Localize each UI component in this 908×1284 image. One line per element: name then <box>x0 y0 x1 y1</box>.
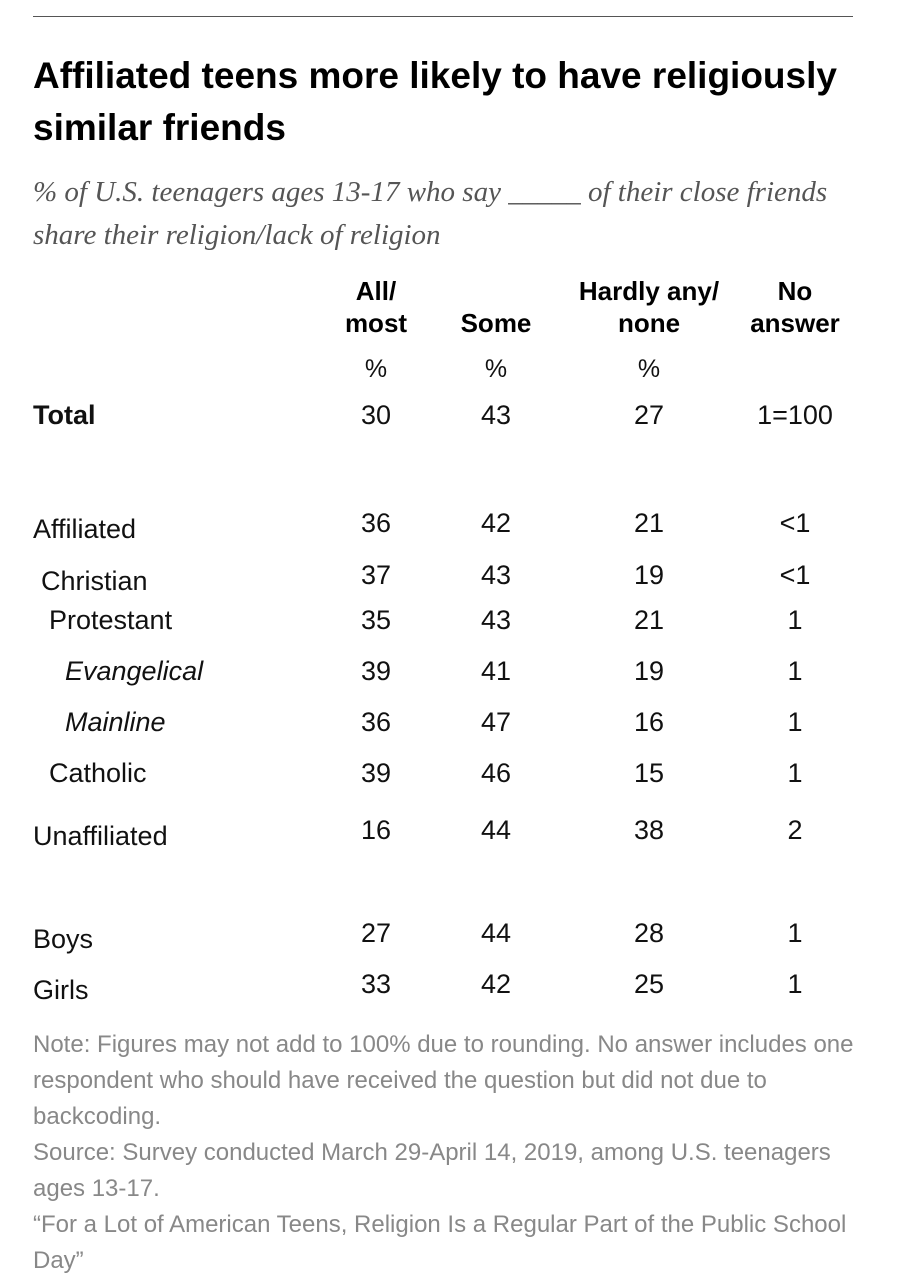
report-title: “For a Lot of American Teens, Religion I… <box>33 1211 847 1274</box>
column-header-some: Some <box>436 275 556 339</box>
table-cell: 35 <box>360 605 392 635</box>
table-cell: 39 <box>360 656 392 686</box>
table-cell: 25 <box>633 969 665 999</box>
note-text: Note: Figures may not add to 100% due to… <box>33 1031 854 1130</box>
row-label: Boys <box>33 924 94 954</box>
table-cell: 15 <box>633 758 665 788</box>
row-label: Girls <box>33 975 89 1005</box>
table-cell: 47 <box>480 707 512 737</box>
column-header-line1: Hardly any/ <box>578 276 720 306</box>
column-header-line1: All/ <box>355 276 397 306</box>
table-cell: <1 <box>779 560 811 590</box>
table-cell: 1=100 <box>757 400 833 430</box>
table-cell: 16 <box>633 707 665 737</box>
table-cell: 44 <box>480 918 512 948</box>
row-label: Unaffiliated <box>33 821 168 851</box>
table-cell: 43 <box>480 400 512 430</box>
table-cell: 21 <box>633 508 665 538</box>
table-cell: 1 <box>787 758 803 788</box>
chart-subtitle: % of U.S. teenagers ages 13-17 who say _… <box>33 176 828 251</box>
table-cell: 41 <box>480 656 512 686</box>
table-cell: 27 <box>633 400 665 430</box>
table-cell: 36 <box>360 707 392 737</box>
table-cell: 16 <box>360 815 392 845</box>
column-header-line1 <box>436 275 556 307</box>
row-label: Affiliated <box>33 514 137 544</box>
notes: Note: Figures may not add to 100% due to… <box>33 1027 873 1279</box>
source-text: Source: Survey conducted March 29-April … <box>33 1139 831 1202</box>
table-cell: 1 <box>787 656 803 686</box>
table-cell: 38 <box>633 815 665 845</box>
table-cell: 39 <box>360 758 392 788</box>
table-cell: 2 <box>787 815 803 845</box>
table-cell: 28 <box>633 918 665 948</box>
table-cell: 37 <box>360 560 392 590</box>
table-cell: 19 <box>633 560 665 590</box>
column-header-line2: answer <box>750 308 840 338</box>
column-header-line2: most <box>344 308 408 338</box>
table-cell: 1 <box>787 707 803 737</box>
table-cell: <1 <box>779 508 811 538</box>
column-header-line1: No <box>777 276 813 306</box>
row-label: Christian <box>41 566 148 596</box>
table-cell: 43 <box>480 605 512 635</box>
table-cell: 36 <box>360 508 392 538</box>
table-cell: 42 <box>480 508 512 538</box>
table-cell: 21 <box>633 605 665 635</box>
column-header-no-answer: No answer <box>730 275 860 339</box>
table-cell: 30 <box>360 400 392 430</box>
table-cell: 19 <box>633 656 665 686</box>
table-cell: 27 <box>360 918 392 948</box>
row-label: Total <box>33 400 96 430</box>
column-header-hardly-any: Hardly any/ none <box>558 275 740 339</box>
chart-title: Affiliated teens more likely to have rel… <box>33 55 837 148</box>
top-rule <box>33 16 853 17</box>
table-cell: 1 <box>787 969 803 999</box>
row-label: Mainline <box>65 707 166 737</box>
table-cell: 42 <box>480 969 512 999</box>
column-header-all-most: All/ most <box>316 275 436 339</box>
table-cell: 1 <box>787 605 803 635</box>
row-label: Catholic <box>49 758 147 788</box>
unit-label: % <box>364 355 388 383</box>
table-cell: 46 <box>480 758 512 788</box>
table-cell: 43 <box>480 560 512 590</box>
table-cell: 33 <box>360 969 392 999</box>
table-cell: 1 <box>787 918 803 948</box>
row-label: Evangelical <box>65 656 204 686</box>
row-label: Protestant <box>49 605 173 635</box>
table-cell: 44 <box>480 815 512 845</box>
unit-label: % <box>637 355 661 383</box>
column-header-line2: Some <box>460 308 532 338</box>
unit-label: % <box>484 355 508 383</box>
column-header-line2: none <box>617 308 681 338</box>
